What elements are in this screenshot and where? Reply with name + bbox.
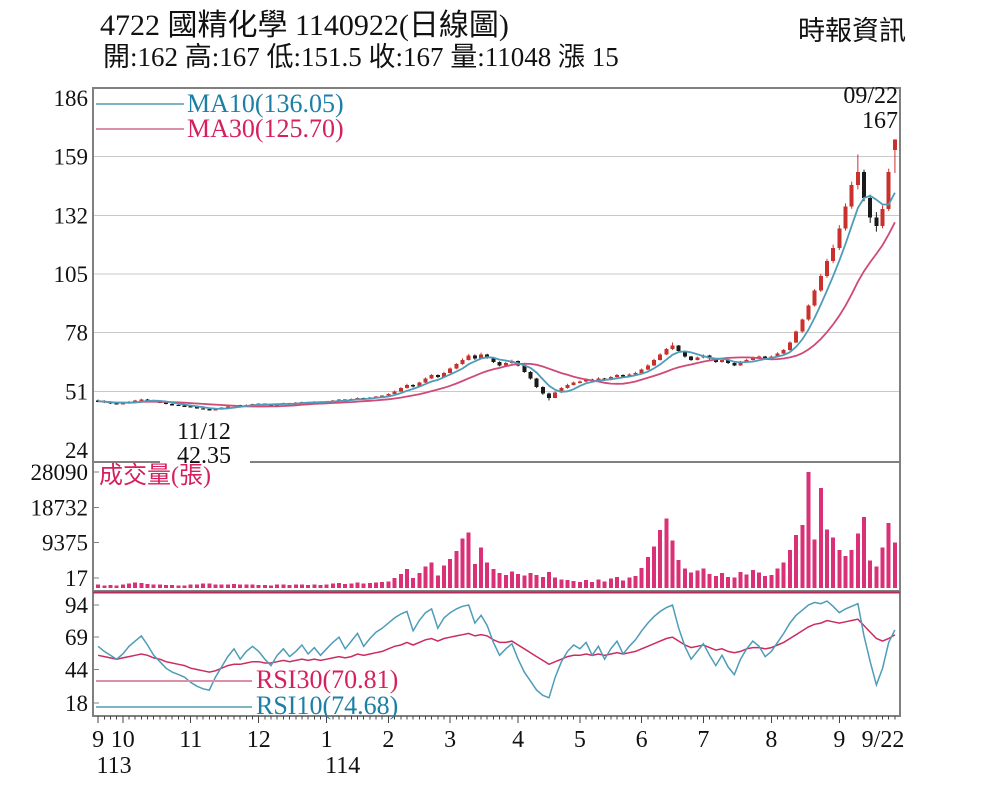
low-annotation-date: 11/12 <box>177 419 231 445</box>
svg-text:5: 5 <box>574 727 586 753</box>
svg-text:78: 78 <box>65 321 88 346</box>
svg-text:3: 3 <box>444 727 456 753</box>
svg-text:4: 4 <box>512 727 524 753</box>
svg-text:51: 51 <box>65 379 88 404</box>
high-annotation: 09/22 167 <box>780 84 898 134</box>
svg-text:69: 69 <box>65 625 88 650</box>
svg-text:28090: 28090 <box>31 460 89 485</box>
low-annotation: 11/12 42.35 <box>152 420 256 468</box>
data-source-label: 時報資訊 <box>798 16 906 46</box>
svg-text:9: 9 <box>92 727 104 753</box>
svg-text:6: 6 <box>636 727 648 753</box>
svg-text:8: 8 <box>765 727 777 753</box>
ma-lines-layer <box>98 192 896 410</box>
svg-text:114: 114 <box>325 753 360 779</box>
ma30-legend-label: MA30(125.70) <box>187 114 344 143</box>
rsi10-legend-label: RSI10(74.68) <box>256 691 399 720</box>
svg-text:18732: 18732 <box>31 495 89 520</box>
svg-text:9375: 9375 <box>42 531 88 556</box>
rsi30-legend-line <box>96 680 252 682</box>
svg-text:132: 132 <box>54 203 89 228</box>
svg-text:11: 11 <box>179 727 202 753</box>
svg-text:105: 105 <box>54 262 89 287</box>
candlestick-layer <box>96 139 897 411</box>
svg-text:1: 1 <box>321 727 333 753</box>
volume-bars-layer <box>96 472 897 588</box>
svg-text:9/22: 9/22 <box>862 727 905 753</box>
svg-text:7: 7 <box>697 727 709 753</box>
svg-text:2: 2 <box>382 727 394 753</box>
high-annotation-value: 167 <box>862 108 898 134</box>
svg-text:17: 17 <box>65 566 88 591</box>
svg-text:12: 12 <box>247 727 271 753</box>
ma10-legend-label: MA10(136.05) <box>187 89 344 118</box>
svg-text:186: 186 <box>54 86 89 111</box>
ohlc-summary: 開:162 高:167 低:151.5 收:167 量:11048 漲 15 <box>103 42 619 72</box>
svg-text:159: 159 <box>54 145 89 170</box>
page-title: 4722 國精化學 1140922(日線圖) <box>100 9 509 42</box>
low-annotation-value: 42.35 <box>177 443 231 469</box>
svg-text:94: 94 <box>65 593 89 618</box>
volume-panel-label: 成交量(張) <box>99 463 211 489</box>
panel-border-layer <box>92 87 901 717</box>
rsi30-legend-label: RSI30(70.81) <box>256 665 399 694</box>
svg-text:9: 9 <box>833 727 845 753</box>
svg-text:44: 44 <box>65 657 89 682</box>
svg-text:10: 10 <box>111 727 135 753</box>
high-annotation-date: 09/22 <box>843 83 898 109</box>
ma10-legend-line <box>96 103 184 105</box>
ma30-legend-line <box>96 128 184 130</box>
gridline-layer <box>93 156 900 392</box>
svg-text:18: 18 <box>65 691 88 716</box>
svg-text:24: 24 <box>65 438 89 463</box>
svg-text:113: 113 <box>97 753 132 779</box>
rsi-lines-layer <box>97 600 896 699</box>
rsi10-legend-line <box>96 706 252 708</box>
